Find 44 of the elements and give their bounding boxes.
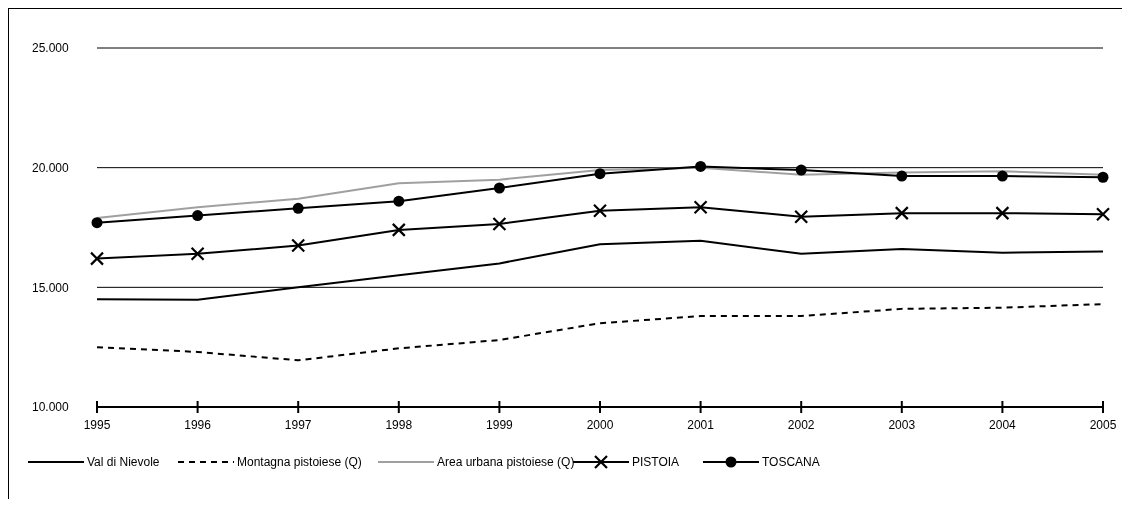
x-tick-label: 1995 bbox=[83, 418, 111, 432]
legend-label: Area urbana pistoiese (Q) bbox=[437, 455, 575, 470]
x-tick-label: 2003 bbox=[888, 418, 916, 432]
point bbox=[192, 210, 204, 222]
x-tick-label: 2000 bbox=[586, 418, 614, 432]
point bbox=[492, 216, 507, 232]
x-tick-label: 1999 bbox=[486, 418, 514, 432]
y-tick-label: 20.000 bbox=[32, 160, 70, 175]
point bbox=[693, 200, 708, 215]
legend-label: TOSCANA bbox=[762, 455, 820, 470]
point bbox=[91, 217, 103, 229]
point bbox=[794, 209, 809, 224]
point bbox=[391, 222, 406, 237]
x-tick-label: 2002 bbox=[787, 418, 815, 432]
y-tick-label: 25.000 bbox=[32, 41, 70, 56]
legend-label: PISTOIA bbox=[632, 455, 680, 470]
point bbox=[695, 160, 707, 172]
point bbox=[795, 164, 807, 176]
point bbox=[493, 182, 505, 194]
line-series bbox=[96, 303, 1104, 362]
point bbox=[594, 168, 606, 180]
x-tick-label: 1998 bbox=[385, 418, 413, 432]
legend-label: Montagna pistoiese (Q) bbox=[237, 455, 362, 470]
y-tick-label: 15.000 bbox=[32, 280, 70, 295]
x-tick-label: 2001 bbox=[687, 418, 715, 432]
x-tick-label: 1996 bbox=[184, 418, 212, 432]
point bbox=[1097, 171, 1109, 183]
line-series bbox=[96, 239, 1104, 301]
x-tick-label: 2004 bbox=[989, 418, 1017, 432]
point bbox=[291, 238, 306, 253]
point bbox=[292, 202, 304, 214]
point bbox=[896, 170, 908, 182]
point bbox=[996, 170, 1008, 182]
y-tick-label: 10.000 bbox=[32, 400, 70, 415]
point bbox=[995, 206, 1010, 221]
point bbox=[89, 251, 105, 266]
point bbox=[1095, 207, 1111, 222]
legend-label: Val di Nievole bbox=[87, 455, 160, 470]
point bbox=[393, 195, 405, 207]
point bbox=[190, 246, 205, 261]
x-tick-label: 2005 bbox=[1089, 418, 1117, 432]
x-tick-label: 1997 bbox=[284, 418, 312, 432]
point bbox=[894, 206, 909, 221]
point bbox=[592, 203, 608, 218]
